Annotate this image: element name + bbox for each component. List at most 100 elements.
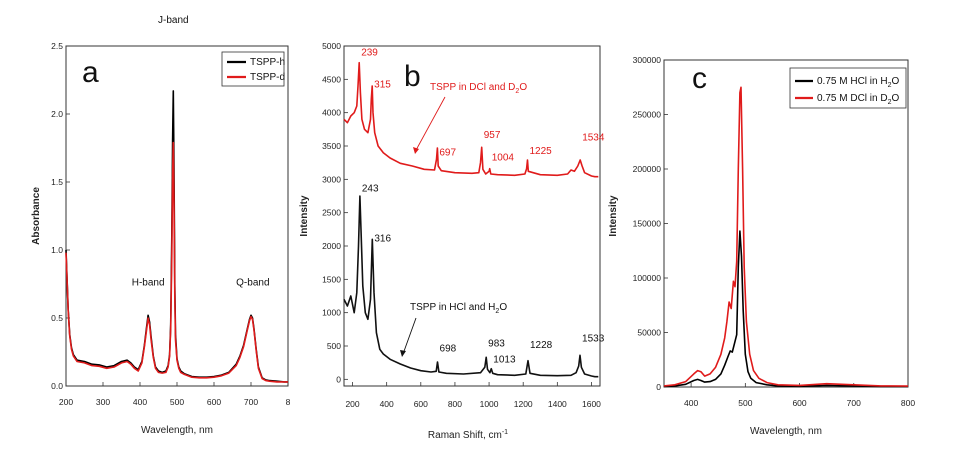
panel-b: 200 400 600 800 1000 1200 1400 1600 0 500 1000 1500… bbox=[299, 41, 605, 441]
x-tick-label: 800 bbox=[448, 399, 462, 409]
y-tick-label: 0 bbox=[656, 382, 661, 392]
x-tick-label: 500 bbox=[170, 397, 184, 407]
y-tick-label: 2.5 bbox=[51, 41, 63, 51]
y-tick-label: 3500 bbox=[322, 141, 341, 151]
y-tick-label: 0.5 bbox=[51, 313, 63, 323]
x-tick-label: 1200 bbox=[514, 399, 533, 409]
panel-b-peak-labels: 239 315 697 957 1004 1225 1534 243 316 698 983 1013… bbox=[361, 47, 605, 365]
x-tick-label: 1000 bbox=[480, 399, 499, 409]
x-tick-label: 600 bbox=[792, 398, 806, 408]
panel-b-frame bbox=[343, 45, 601, 387]
panel-c-ticks: 400 500 600 700 800 0 50000 100000 150000 200000 2… bbox=[633, 55, 916, 408]
peak-label-698: 698 bbox=[440, 343, 457, 354]
panel-a-lines bbox=[65, 90, 288, 383]
y-tick-label: 3000 bbox=[322, 174, 341, 184]
series-line-0-75-m-dcl-in-d2o bbox=[663, 86, 909, 387]
y-tick-label: 4000 bbox=[322, 108, 341, 118]
panel-b-ticks: 200 400 600 800 1000 1200 1400 1600 0 500 1000 1500… bbox=[322, 41, 601, 409]
arrow-tspp-dcl bbox=[414, 96, 446, 153]
arrowhead-tspp-hcl bbox=[400, 350, 406, 357]
panel-c-label: c bbox=[692, 62, 707, 95]
peak-label-697: 697 bbox=[439, 147, 456, 158]
x-tick-label: 800 bbox=[901, 398, 915, 408]
y-tick-label: 500 bbox=[327, 341, 341, 351]
panel-c-ylabel: Intensity bbox=[608, 195, 619, 237]
y-tick-label: 2000 bbox=[322, 241, 341, 251]
series-line-tspp-in-hcl-and-h2o bbox=[343, 195, 599, 378]
panel-a-label: a bbox=[82, 56, 99, 89]
x-tick-label: 700 bbox=[244, 397, 258, 407]
panel-c-legend-box bbox=[789, 67, 907, 109]
y-tick-label: 4500 bbox=[322, 74, 341, 84]
panel-b-label: b bbox=[404, 60, 421, 93]
y-tick-label: 5000 bbox=[322, 41, 341, 51]
panel-a-legend-box bbox=[221, 51, 285, 87]
x-tick-label: 8 bbox=[286, 397, 291, 407]
panel-c: 400 500 600 700 800 0 50000 100000 150000 200000 2… bbox=[608, 55, 915, 437]
x-tick-label: 600 bbox=[414, 399, 428, 409]
y-tick-label: 0.0 bbox=[51, 381, 63, 391]
peak-label-1534: 1534 bbox=[582, 133, 605, 144]
legend-label-hcl: 0.75 M HCl in H2O bbox=[817, 76, 899, 89]
x-tick-label: 600 bbox=[207, 397, 221, 407]
y-tick-label: 2.0 bbox=[51, 109, 63, 119]
panel-c-lines bbox=[663, 86, 909, 388]
annotation-tspp-dcl: TSPP in DCl and D2O bbox=[430, 82, 527, 95]
series-line-0-75-m-hcl-in-h2o bbox=[663, 230, 908, 388]
y-tick-label: 100000 bbox=[633, 273, 662, 283]
arrow-tspp-hcl bbox=[402, 317, 417, 355]
panel-c-xlabel: Wavelength, nm bbox=[750, 426, 822, 437]
legend-label-dcl: 0.75 M DCl in D2O bbox=[817, 93, 899, 106]
peak-label-1533: 1533 bbox=[582, 333, 605, 344]
panel-c-frame bbox=[663, 59, 909, 388]
panel-a-ticks: 200 300 400 500 600 700 8 0.0 0.5 1.0 1.5 2.0 2.5 bbox=[51, 41, 290, 407]
peak-label-243: 243 bbox=[362, 183, 379, 194]
x-tick-label: 1600 bbox=[582, 399, 601, 409]
peak-label-1228: 1228 bbox=[530, 340, 553, 351]
x-tick-label: 200 bbox=[59, 397, 73, 407]
arrowhead-tspp-dcl bbox=[413, 147, 419, 154]
x-tick-label: 400 bbox=[684, 398, 698, 408]
peak-label-1013: 1013 bbox=[493, 355, 516, 366]
y-tick-label: 200000 bbox=[633, 164, 662, 174]
y-tick-label: 0 bbox=[336, 374, 341, 384]
peak-label-316: 316 bbox=[374, 233, 391, 244]
panel-a-ylabel: Absorbance bbox=[31, 187, 42, 245]
annotation-tspp-hcl: TSPP in HCl and H2O bbox=[410, 302, 507, 315]
legend-label-tspp-d: TSPP-d bbox=[250, 72, 285, 83]
annotation-q-band: Q-band bbox=[236, 277, 269, 288]
peak-label-315: 315 bbox=[374, 79, 391, 90]
y-tick-label: 1.0 bbox=[51, 245, 63, 255]
x-tick-label: 300 bbox=[96, 397, 110, 407]
series-line-tspp-in-dcl-and-d2o bbox=[343, 61, 599, 178]
annotation-j-band: J-band bbox=[158, 15, 189, 26]
y-tick-label: 250000 bbox=[633, 110, 662, 120]
series-line-tspp-d bbox=[65, 141, 288, 383]
annotation-h-band: H-band bbox=[132, 277, 165, 288]
y-tick-label: 300000 bbox=[633, 55, 662, 65]
y-tick-label: 1000 bbox=[322, 308, 341, 318]
x-tick-label: 1400 bbox=[548, 399, 567, 409]
peak-label-239: 239 bbox=[361, 47, 378, 58]
x-tick-label: 400 bbox=[380, 399, 394, 409]
panel-b-lines bbox=[343, 61, 599, 378]
x-tick-label: 500 bbox=[738, 398, 752, 408]
panel-a-xlabel: Wavelength, nm bbox=[141, 425, 213, 436]
x-tick-label: 400 bbox=[133, 397, 147, 407]
peak-label-957: 957 bbox=[484, 130, 501, 141]
panel-a: 200 300 400 500 600 700 80.00.51.01.52.02.5 a … bbox=[31, 15, 291, 436]
panel-b-xlabel: Raman Shift, cm-1 bbox=[428, 429, 508, 441]
panel-c-legend: 0.75 M HCl in H2O 0.75 M DCl in D2O bbox=[789, 67, 907, 109]
y-tick-label: 150000 bbox=[633, 219, 662, 229]
x-tick-label: 700 bbox=[847, 398, 861, 408]
peak-label-1004: 1004 bbox=[492, 153, 515, 164]
y-tick-label: 1500 bbox=[322, 274, 341, 284]
y-tick-label: 1.5 bbox=[51, 177, 63, 187]
panel-a-legend: TSPP-h TSPP-d bbox=[221, 51, 285, 87]
peak-label-983: 983 bbox=[488, 339, 505, 350]
y-tick-label: 2500 bbox=[322, 208, 341, 218]
y-tick-label: 50000 bbox=[637, 328, 661, 338]
x-tick-label: 200 bbox=[345, 399, 359, 409]
legend-label-tspp-h: TSPP-h bbox=[250, 57, 285, 68]
